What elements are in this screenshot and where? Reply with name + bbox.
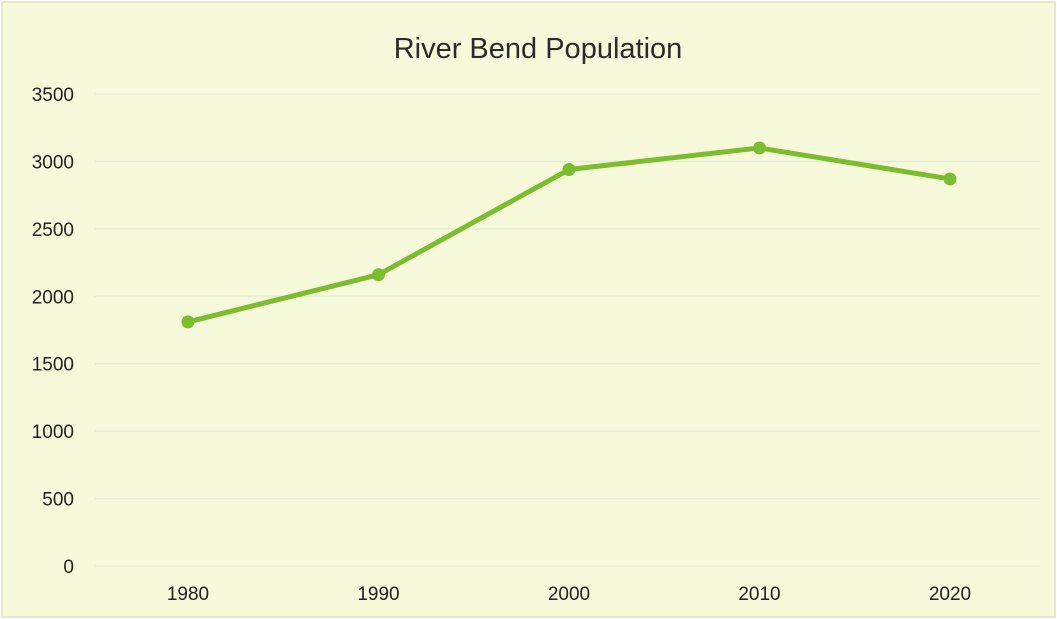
- x-axis-tick-labels: 1980 1990 2000 2010 2020: [167, 584, 971, 605]
- y-tick-label: 3500: [32, 85, 74, 106]
- x-tick-label: 2020: [929, 584, 971, 605]
- data-point-2020: [943, 172, 957, 186]
- x-tick-label: 1980: [167, 584, 209, 605]
- y-tick-label: 2500: [32, 220, 74, 241]
- data-point-2000: [562, 163, 576, 177]
- y-axis-tick-labels: 0 500 1000 1500 2000 2500 3000 3500: [32, 85, 74, 578]
- x-tick-label: 1990: [357, 584, 399, 605]
- data-point-1980: [181, 315, 195, 329]
- chart-title: River Bend Population: [394, 33, 683, 65]
- y-tick-label: 0: [63, 557, 74, 578]
- gridlines: [95, 93, 1040, 567]
- y-tick-label: 2000: [32, 287, 74, 308]
- y-tick-label: 500: [42, 490, 74, 511]
- x-tick-label: 2010: [738, 584, 780, 605]
- x-tick-label: 2000: [548, 584, 590, 605]
- data-point-1990: [372, 268, 385, 282]
- y-tick-label: 1000: [32, 422, 74, 443]
- y-tick-label: 1500: [32, 355, 74, 376]
- data-point-2010: [753, 141, 766, 155]
- y-tick-label: 3000: [32, 152, 74, 173]
- series-group: [181, 141, 957, 329]
